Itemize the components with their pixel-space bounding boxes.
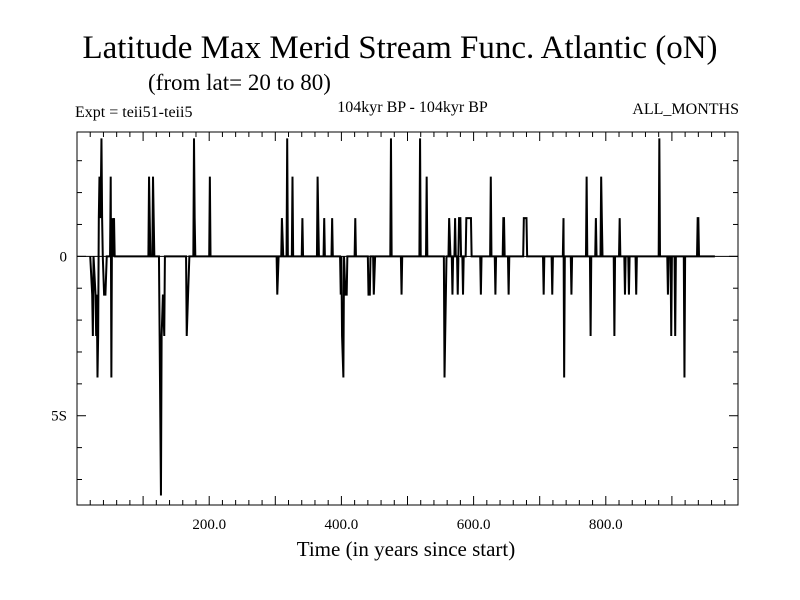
series-line-0 xyxy=(89,138,715,496)
x-tick-label: 400.0 xyxy=(325,517,359,533)
x-tick-label: 600.0 xyxy=(457,517,491,533)
chart-subtitle: (from lat= 20 to 80) xyxy=(148,70,331,95)
x-tick-label: 200.0 xyxy=(192,517,226,533)
chart-title: Latitude Max Merid Stream Func. Atlantic… xyxy=(82,30,718,66)
plot-frame xyxy=(76,131,739,506)
y-tick-label: 0 xyxy=(60,249,68,265)
x-axis-label: Time (in years since start) xyxy=(296,537,516,561)
period-label: 104kyr BP - 104kyr BP xyxy=(337,99,488,116)
x-tick-label: 800.0 xyxy=(589,517,623,533)
experiment-label: Expt = teii51-teii5 xyxy=(75,104,193,121)
months-label: ALL_MONTHS xyxy=(632,101,739,118)
y-tick-label: 5S xyxy=(51,409,67,425)
